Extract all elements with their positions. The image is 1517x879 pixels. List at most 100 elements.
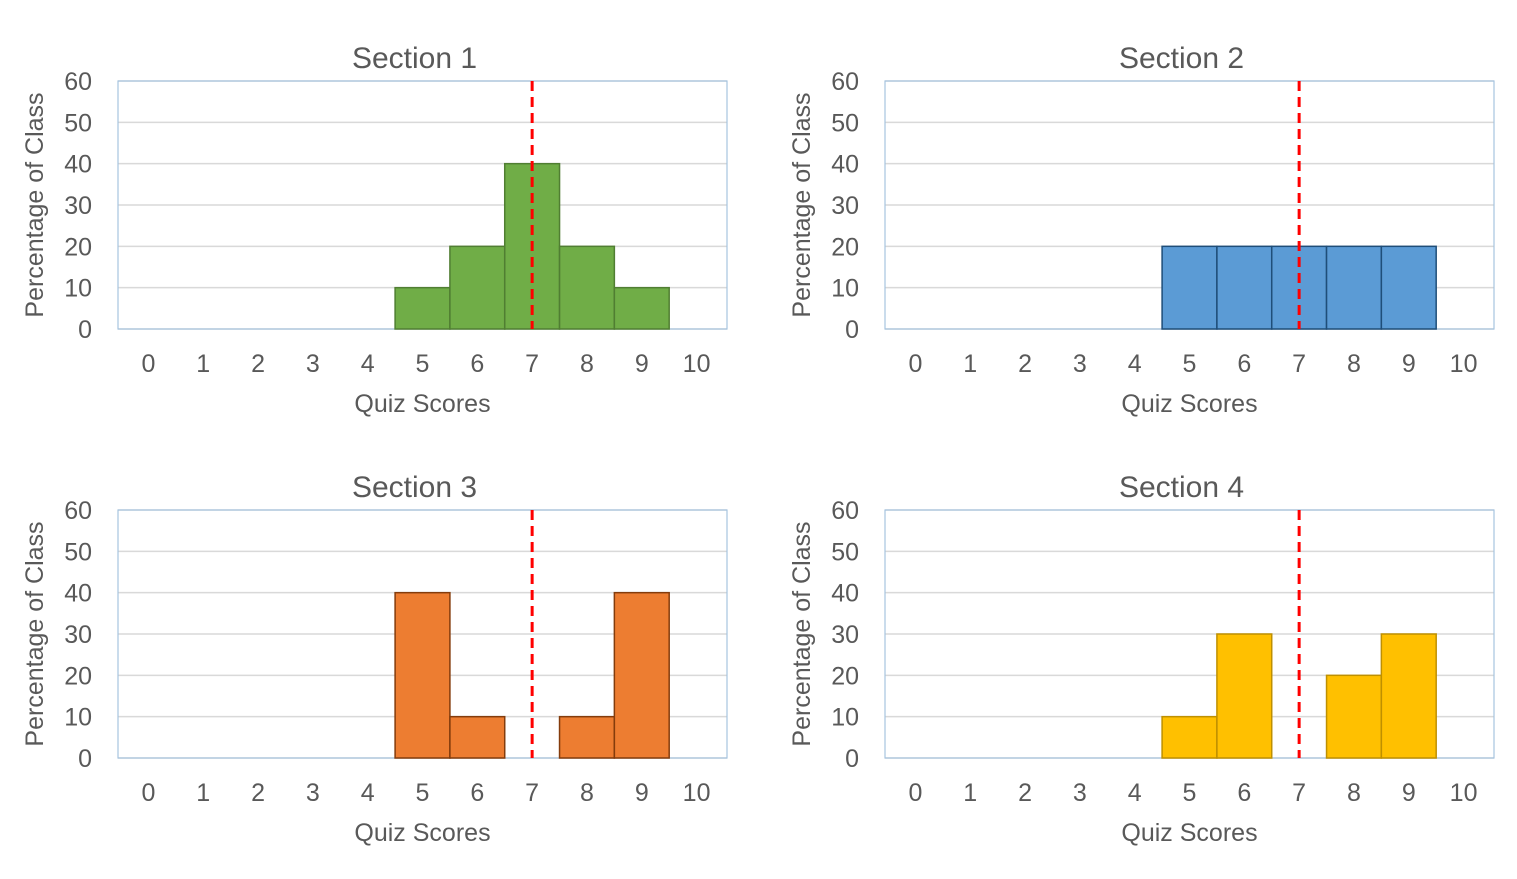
y-tick-label: 10 (64, 275, 92, 303)
x-tick-label: 6 (1237, 779, 1251, 807)
x-tick-label: 6 (470, 779, 484, 807)
chart-section-2: 0 10 20 30 40 50 60 0 1 2 3 4 5 6 7 8 9 10 Section 2 Quiz S… (788, 42, 1495, 418)
bar-score-8 (558, 715, 616, 759)
bar-score-6 (1216, 245, 1273, 330)
bar-score-5 (1161, 715, 1218, 759)
bar-score-6 (449, 245, 506, 330)
bar-score-9 (613, 591, 670, 759)
x-tick-label: 7 (1292, 779, 1306, 807)
x-tick-label: 3 (306, 779, 320, 807)
y-tick-label: 40 (831, 151, 859, 179)
y-axis-label: Percentage of Class (788, 521, 816, 746)
x-tick-label: 8 (580, 779, 594, 807)
x-tick-label: 10 (683, 779, 711, 807)
bar-score-8 (1325, 674, 1383, 759)
x-tick-label: 1 (196, 350, 210, 378)
y-tick-label: 20 (831, 233, 859, 261)
x-tick-label: 6 (1237, 350, 1251, 378)
x-tick-label: 2 (1018, 779, 1032, 807)
x-tick-label: 2 (251, 350, 265, 378)
y-tick-label: 60 (64, 68, 92, 96)
x-tick-label: 3 (1073, 350, 1087, 378)
bar-score-5 (394, 591, 451, 759)
x-tick-label: 2 (1018, 350, 1032, 378)
chart-section-4: 0 10 20 30 40 50 60 0 1 2 3 4 5 6 7 8 9 10 Section 4 Quiz S… (788, 471, 1495, 847)
x-tick-label: 0 (141, 779, 155, 807)
x-tick-label: 9 (635, 350, 649, 378)
y-tick-label: 40 (64, 580, 92, 608)
y-tick-label: 0 (78, 745, 92, 773)
y-tick-label: 0 (845, 316, 859, 344)
x-axis-label: Quiz Scores (354, 819, 490, 847)
y-tick-label: 50 (64, 538, 92, 566)
y-tick-label: 10 (64, 704, 92, 732)
x-tick-label: 2 (251, 779, 265, 807)
bar-score-8 (558, 245, 616, 330)
x-tick-label: 8 (1347, 779, 1361, 807)
y-tick-label: 30 (831, 192, 859, 220)
bar-score-5 (1161, 245, 1218, 330)
x-axis-label: Quiz Scores (1121, 390, 1257, 418)
x-tick-label: 9 (1402, 350, 1416, 378)
y-tick-label: 30 (64, 192, 92, 220)
x-tick-label: 0 (908, 779, 922, 807)
y-tick-label: 0 (845, 745, 859, 773)
bar-score-9 (1380, 245, 1437, 330)
y-tick-label: 40 (831, 580, 859, 608)
x-tick-label: 5 (1183, 779, 1197, 807)
x-axis-label: Quiz Scores (1121, 819, 1257, 847)
bar-score-6 (1216, 633, 1273, 759)
x-tick-label: 10 (1450, 350, 1478, 378)
x-tick-label: 5 (416, 779, 430, 807)
y-tick-label: 30 (64, 621, 92, 649)
bar-score-9 (613, 286, 670, 330)
bar-score-5 (394, 286, 451, 330)
bar-score-6 (449, 715, 506, 759)
x-tick-label: 0 (908, 350, 922, 378)
y-tick-label: 60 (831, 497, 859, 525)
x-tick-label: 1 (963, 779, 977, 807)
x-tick-label: 3 (1073, 779, 1087, 807)
y-axis-label: Percentage of Class (21, 521, 49, 746)
bar-score-9 (1380, 633, 1437, 759)
y-tick-label: 50 (831, 109, 859, 137)
y-tick-label: 20 (64, 233, 92, 261)
x-tick-label: 4 (361, 350, 375, 378)
x-tick-label: 0 (141, 350, 155, 378)
x-tick-label: 4 (1128, 779, 1142, 807)
chart-title: Section 3 (352, 471, 477, 504)
chart-title: Section 4 (1119, 471, 1244, 504)
x-tick-label: 7 (525, 779, 539, 807)
y-tick-label: 50 (831, 538, 859, 566)
x-tick-label: 9 (1402, 779, 1416, 807)
x-tick-label: 7 (525, 350, 539, 378)
y-axis-label: Percentage of Class (21, 92, 49, 317)
y-tick-label: 10 (831, 704, 859, 732)
chart-title: Section 2 (1119, 42, 1244, 75)
y-tick-label: 60 (831, 68, 859, 96)
x-tick-label: 8 (580, 350, 594, 378)
chart-section-3: 0 10 20 30 40 50 60 0 1 2 3 4 5 6 7 8 9 10 Section 3 Quiz S… (21, 471, 728, 847)
y-tick-label: 20 (831, 662, 859, 690)
y-tick-label: 50 (64, 109, 92, 137)
x-tick-label: 1 (963, 350, 977, 378)
x-tick-label: 8 (1347, 350, 1361, 378)
chart-title: Section 1 (352, 42, 477, 75)
y-axis-label: Percentage of Class (788, 92, 816, 317)
y-tick-label: 30 (831, 621, 859, 649)
y-tick-label: 20 (64, 662, 92, 690)
x-axis-label: Quiz Scores (354, 390, 490, 418)
y-tick-label: 0 (78, 316, 92, 344)
x-tick-label: 4 (361, 779, 375, 807)
x-tick-label: 3 (306, 350, 320, 378)
x-tick-label: 5 (416, 350, 430, 378)
x-tick-label: 9 (635, 779, 649, 807)
x-tick-label: 6 (470, 350, 484, 378)
x-tick-label: 10 (683, 350, 711, 378)
x-tick-label: 1 (196, 779, 210, 807)
x-tick-label: 7 (1292, 350, 1306, 378)
x-tick-label: 10 (1450, 779, 1478, 807)
x-tick-label: 5 (1183, 350, 1197, 378)
y-tick-label: 60 (64, 497, 92, 525)
